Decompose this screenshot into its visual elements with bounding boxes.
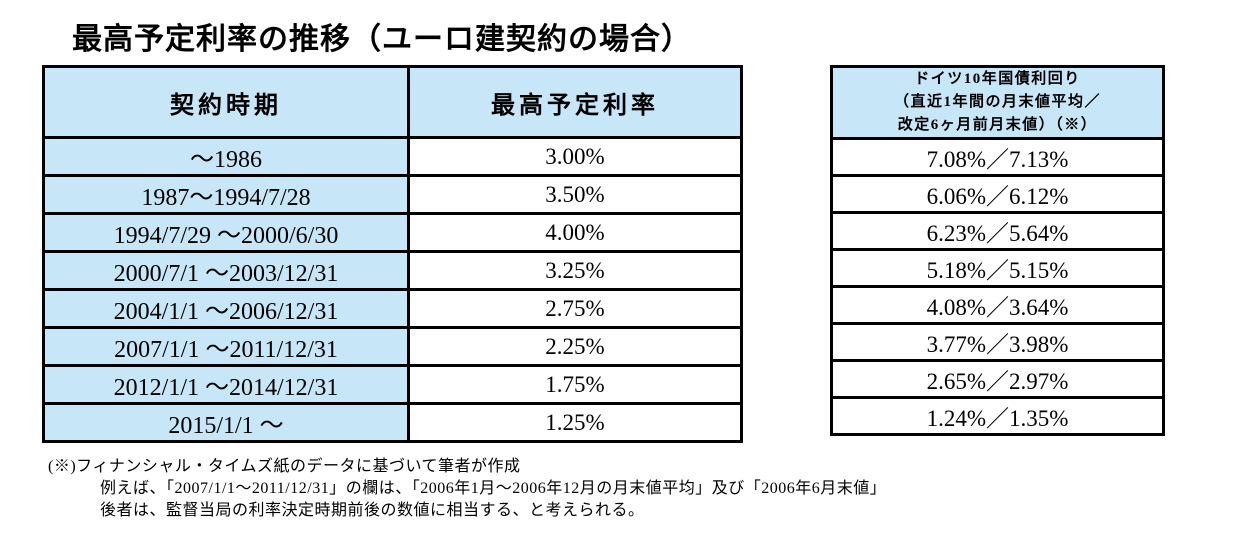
table-row: 6.06%／6.12% — [830, 174, 1165, 214]
bond-yield-cell: 6.23%／5.64% — [830, 211, 1165, 251]
german-bond-yield-table: ドイツ10年国債利回り （直近1年間の月末値平均／ 改定6ヶ月前月末値）（※） … — [830, 65, 1165, 436]
table-row: 2000/7/1 ～2003/12/31 3.25% — [42, 250, 743, 291]
bond-yield-cell: 3.77%／3.98% — [830, 322, 1165, 362]
contract-period-cell: 2012/1/1 ～2014/12/31 — [42, 364, 410, 405]
header-line-1: ドイツ10年国債利回り — [914, 71, 1081, 87]
table-row: 7.08%／7.13% — [830, 137, 1165, 177]
footnote-line-2: 例えば、「2007/1/1～2011/12/31」の欄は、「2006年1月～20… — [100, 480, 887, 497]
table-row: 2004/1/1 ～2006/12/31 2.75% — [42, 288, 743, 329]
table-row: 5.18%／5.15% — [830, 248, 1165, 288]
max-rate-cell: 2.75% — [407, 288, 743, 329]
footnote-line-1: (※)フィナンシャル・タイムズ紙のデータに基づいて筆者が作成 — [48, 458, 521, 475]
footnote: (※)フィナンシャル・タイムズ紙のデータに基づいて筆者が作成 例えば、「2007… — [48, 456, 886, 522]
contract-period-cell: 1994/7/29 ～2000/6/30 — [42, 212, 410, 253]
bond-yield-cell: 2.65%／2.97% — [830, 359, 1165, 399]
table-row: ～1986 3.00% — [42, 136, 743, 177]
max-rate-cell: 2.25% — [407, 326, 743, 367]
max-rate-cell: 1.25% — [407, 402, 743, 443]
table-row: 4.08%／3.64% — [830, 285, 1165, 325]
column-header-contract-period: 契約時期 — [42, 65, 410, 139]
table-header-row: ドイツ10年国債利回り （直近1年間の月末値平均／ 改定6ヶ月前月末値）（※） — [830, 65, 1165, 140]
max-assumed-rate-table: 契約時期 最高予定利率 ～1986 3.00% 1987～1994/7/28 3… — [42, 65, 743, 443]
page-title: 最高予定利率の推移（ユーロ建契約の場合） — [72, 23, 692, 56]
bond-yield-cell: 5.18%／5.15% — [830, 248, 1165, 288]
column-header-german-bond-yield: ドイツ10年国債利回り （直近1年間の月末値平均／ 改定6ヶ月前月末値）（※） — [830, 65, 1165, 140]
max-rate-cell: 4.00% — [407, 212, 743, 253]
contract-period-cell: 2007/1/1 ～2011/12/31 — [42, 326, 410, 367]
table-row: 1994/7/29 ～2000/6/30 4.00% — [42, 212, 743, 253]
table-row: 2007/1/1 ～2011/12/31 2.25% — [42, 326, 743, 367]
bond-yield-cell: 6.06%／6.12% — [830, 174, 1165, 214]
bond-yield-cell: 7.08%／7.13% — [830, 137, 1165, 177]
table-row: 2.65%／2.97% — [830, 359, 1165, 399]
table-row: 3.77%／3.98% — [830, 322, 1165, 362]
bond-yield-cell: 4.08%／3.64% — [830, 285, 1165, 325]
table-row: 1.24%／1.35% — [830, 396, 1165, 436]
max-rate-cell: 3.25% — [407, 250, 743, 291]
contract-period-cell: 2000/7/1 ～2003/12/31 — [42, 250, 410, 291]
table-row: 2015/1/1 ～ 1.25% — [42, 402, 743, 443]
contract-period-cell: 2015/1/1 ～ — [42, 402, 410, 443]
header-line-2: （直近1年間の月末値平均／ — [893, 94, 1101, 110]
footnote-line-3: 後者は、監督当局の利率決定時期前後の数値に相当する、と考えられる。 — [100, 502, 645, 519]
contract-period-cell: ～1986 — [42, 136, 410, 177]
table-row: 1987～1994/7/28 3.50% — [42, 174, 743, 215]
max-rate-cell: 1.75% — [407, 364, 743, 405]
max-rate-cell: 3.50% — [407, 174, 743, 215]
contract-period-cell: 2004/1/1 ～2006/12/31 — [42, 288, 410, 329]
max-rate-cell: 3.00% — [407, 136, 743, 177]
table-row: 6.23%／5.64% — [830, 211, 1165, 251]
table-row: 2012/1/1 ～2014/12/31 1.75% — [42, 364, 743, 405]
bond-yield-cell: 1.24%／1.35% — [830, 396, 1165, 436]
contract-period-cell: 1987～1994/7/28 — [42, 174, 410, 215]
header-line-3: 改定6ヶ月前月末値）（※） — [897, 117, 1098, 133]
table-header-row: 契約時期 最高予定利率 — [42, 65, 743, 139]
column-header-max-assumed-rate: 最高予定利率 — [407, 65, 743, 139]
